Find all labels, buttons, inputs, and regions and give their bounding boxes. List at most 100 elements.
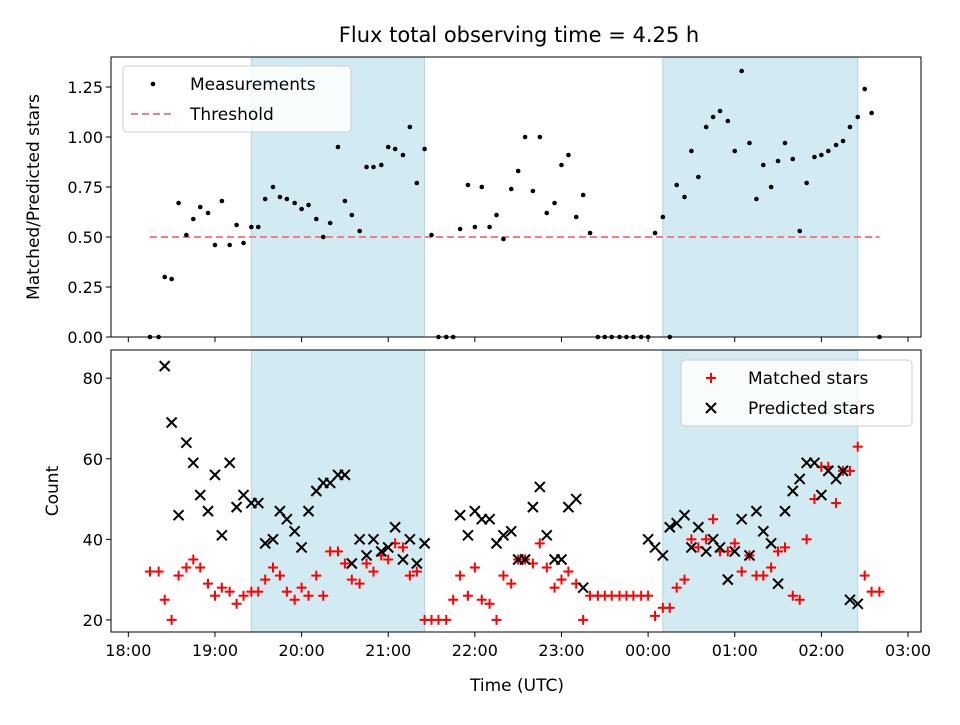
matched-star-point xyxy=(643,590,654,601)
measurement-point xyxy=(479,184,485,190)
measurement-point xyxy=(299,206,304,212)
predicted-star-point xyxy=(462,529,474,542)
predicted-star-point xyxy=(483,513,496,525)
predicted-star-mark-b xyxy=(837,465,849,477)
matched-star-point xyxy=(441,614,452,625)
matched-star-point xyxy=(195,562,206,573)
predicted-star-mark-b xyxy=(541,529,553,542)
predicted-star-mark-b xyxy=(454,509,466,521)
predicted-star-mark-b xyxy=(844,594,856,606)
predicted-star-mark-b xyxy=(411,557,423,570)
ratio-y-axis-label: Matched/Predicted stars xyxy=(24,94,44,300)
measurement-point xyxy=(292,200,297,206)
predicted-star-mark-b xyxy=(822,465,835,477)
predicted-star-point xyxy=(837,465,849,477)
matched-star-point xyxy=(339,558,350,569)
ratio-legend: Measurements Threshold xyxy=(122,65,352,133)
measurement-point xyxy=(847,124,853,130)
predicted-star-point xyxy=(418,537,431,550)
predicted-star-mark-b xyxy=(404,533,416,546)
measurement-point xyxy=(768,184,774,190)
x-tick-label: 00:00 xyxy=(625,641,671,660)
legend-predicted-marker xyxy=(705,402,717,414)
predicted-star-point xyxy=(570,493,582,505)
y-tick-label: 0.75 xyxy=(67,178,103,197)
matched-star-point xyxy=(462,590,473,601)
matched-star-point xyxy=(556,574,567,585)
x-tick-label: 19:00 xyxy=(192,641,238,660)
y-tick-label: 1.25 xyxy=(67,78,103,97)
count-legend: Matched stars Predicted stars xyxy=(680,359,913,427)
predicted-star-point xyxy=(534,481,546,493)
matched-star-point xyxy=(311,570,322,581)
predicted-star-point xyxy=(678,509,691,521)
y-tick-label: 40 xyxy=(83,530,103,549)
matched-star-point xyxy=(729,538,740,549)
predicted-star-mark-b xyxy=(216,529,228,542)
matched-star-point xyxy=(801,534,812,545)
measurement-point xyxy=(501,236,506,242)
x-tick-label: 22:00 xyxy=(452,641,498,660)
matched-star-point xyxy=(209,590,220,601)
predicted-star-point xyxy=(692,521,705,533)
x-tick-label: 20:00 xyxy=(279,641,325,660)
predicted-star-mark-b xyxy=(722,573,734,586)
measurement-point xyxy=(320,234,326,240)
measurement-point xyxy=(862,86,867,92)
predicted-star-mark-b xyxy=(418,537,431,550)
predicted-star-point xyxy=(808,457,821,469)
predicted-star-mark-b xyxy=(180,436,193,449)
measurement-point xyxy=(819,152,824,158)
measurement-point xyxy=(739,68,744,74)
matched-star-point xyxy=(253,586,264,597)
matched-star-point xyxy=(260,574,271,585)
measurement-point xyxy=(169,276,174,282)
predicted-star-mark-b xyxy=(534,481,546,493)
predicted-star-point xyxy=(209,469,221,481)
matched-star-point xyxy=(238,590,249,601)
predicted-star-point xyxy=(772,577,784,590)
measurement-point xyxy=(537,134,543,140)
measurement-point xyxy=(407,124,413,130)
y-tick-label: 60 xyxy=(83,450,103,469)
predicted-star-mark-b xyxy=(700,545,712,558)
measurement-point xyxy=(804,180,809,186)
predicted-star-mark-b xyxy=(346,557,358,570)
matched-star-point xyxy=(203,578,214,589)
count-y-axis-label: Count xyxy=(43,465,63,516)
predicted-star-point xyxy=(180,436,193,449)
measurement-point xyxy=(357,228,362,234)
predicted-star-mark-b xyxy=(469,505,481,517)
measurement-point xyxy=(747,140,752,146)
predicted-star-mark-b xyxy=(657,549,669,562)
predicted-star-point xyxy=(541,529,553,542)
measurement-point xyxy=(790,156,796,162)
measurement-point xyxy=(812,154,817,160)
measurement-point xyxy=(429,232,434,238)
predicted-star-point xyxy=(729,545,741,558)
legend-predicted-b xyxy=(705,402,717,414)
predicted-star-mark-b xyxy=(237,489,250,501)
matched-star-point xyxy=(679,574,690,585)
measurement-point xyxy=(689,148,694,154)
predicted-star-point xyxy=(267,533,279,546)
matched-star-point xyxy=(671,582,682,593)
measurement-point xyxy=(349,212,355,218)
predicted-star-point xyxy=(339,469,351,481)
matched-star-point xyxy=(664,602,675,613)
matched-star-point xyxy=(779,542,790,553)
measurement-point xyxy=(833,142,839,148)
predicted-star-point xyxy=(346,557,358,570)
predicted-star-mark-b xyxy=(664,521,676,533)
predicted-star-mark-b xyxy=(209,469,221,481)
predicted-star-point xyxy=(202,505,214,517)
predicted-star-mark-b xyxy=(750,505,763,517)
matched-star-point xyxy=(216,582,227,593)
predicted-star-mark-b xyxy=(497,529,510,542)
measurement-point xyxy=(378,162,384,168)
matched-star-point xyxy=(787,590,798,601)
measurement-point xyxy=(227,242,232,248)
measurement-point xyxy=(400,152,406,158)
predicted-star-point xyxy=(685,541,698,554)
predicted-star-mark-b xyxy=(339,469,351,481)
